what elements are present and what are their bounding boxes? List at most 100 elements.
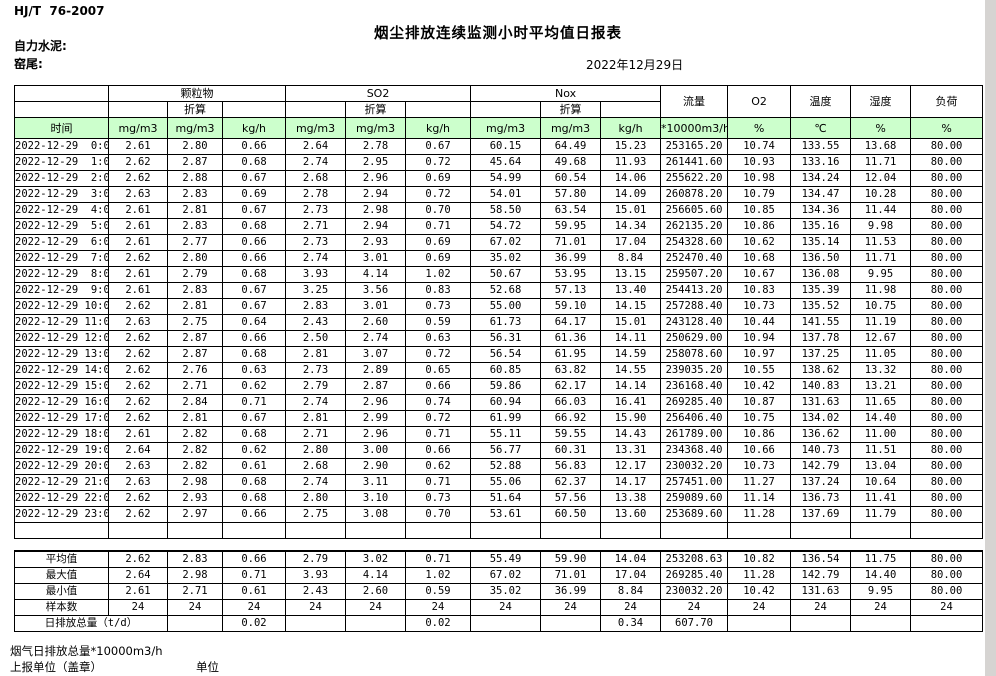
value-cell: 254328.60 [660, 234, 729, 251]
value-cell: 2.78 [345, 138, 407, 155]
value-cell: 15.01 [600, 202, 662, 219]
value-cell: 10.86 [727, 218, 792, 235]
value-cell: 2.93 [167, 490, 223, 507]
value-cell: 10.75 [727, 410, 792, 427]
value-cell: 0.66 [221, 506, 287, 523]
value-cell: 2.61 [108, 234, 168, 251]
value-cell: 61.36 [540, 330, 602, 347]
value-cell: 2.62 [108, 298, 168, 315]
value-cell: 11.71 [850, 154, 912, 171]
value-cell: 80.00 [910, 234, 984, 251]
value-cell: 13.04 [850, 458, 912, 475]
value-cell: 0.68 [221, 218, 287, 235]
empty-cell [167, 522, 223, 539]
value-cell: 8.84 [600, 583, 661, 600]
page-title: 烟尘排放连续监测小时平均值日报表 [374, 26, 622, 42]
value-cell: 0.67 [221, 410, 287, 427]
value-cell: 138.62 [790, 362, 852, 379]
value-cell: 10.55 [727, 362, 792, 379]
value-cell: 11.44 [850, 202, 912, 219]
table-row: 2022-12-29 19:00 2.64 2.82 0.62 2.80 3.00 0.66… [14, 442, 984, 459]
value-cell: 51.64 [470, 490, 542, 507]
value-cell: 2.87 [167, 330, 223, 347]
value-cell: 15.01 [600, 314, 662, 331]
value-cell: 80.00 [910, 362, 984, 379]
value-cell: 13.32 [850, 362, 912, 379]
value-cell: 142.79 [790, 567, 851, 584]
time-cell: 2022-12-29 8:00 [14, 266, 109, 283]
header-blank [405, 101, 472, 118]
value-cell: 24 [470, 599, 541, 616]
value-cell: 2.94 [345, 186, 407, 203]
value-cell: 256605.60 [660, 202, 729, 219]
value-cell: 45.64 [470, 154, 542, 171]
value-cell [850, 615, 911, 632]
header-converted-so2: 折算 [345, 101, 407, 118]
value-cell: 24 [790, 599, 851, 616]
value-cell [910, 615, 983, 632]
value-cell: 2.75 [167, 314, 223, 331]
value-cell: 3.93 [285, 266, 347, 283]
value-cell: 24 [910, 599, 983, 616]
value-cell: 0.63 [221, 362, 287, 379]
value-cell: 2.62 [108, 378, 168, 395]
value-cell: 0.72 [405, 410, 472, 427]
value-cell: 2.73 [285, 202, 347, 219]
header-converted-nox: 折算 [540, 101, 602, 118]
value-cell: 60.85 [470, 362, 542, 379]
value-cell: 136.62 [790, 426, 852, 443]
unit-mgm3: mg/m3 [540, 117, 602, 139]
value-cell: 137.25 [790, 346, 852, 363]
empty-cell [285, 522, 347, 539]
time-cell: 2022-12-29 3:00 [14, 186, 109, 203]
value-cell: 2.82 [167, 458, 223, 475]
value-cell: 2.60 [345, 314, 407, 331]
value-cell: 13.31 [600, 442, 662, 459]
value-cell: 2.82 [167, 426, 223, 443]
unit-percent: % [727, 117, 792, 139]
value-cell: 80.00 [910, 583, 983, 600]
value-cell: 0.66 [221, 330, 287, 347]
time-cell: 2022-12-29 5:00 [14, 218, 109, 235]
value-cell: 14.55 [600, 362, 662, 379]
value-cell: 0.68 [221, 346, 287, 363]
value-cell: 2.61 [108, 282, 168, 299]
value-cell: 58.50 [470, 202, 542, 219]
value-cell: 2.62 [108, 550, 168, 568]
value-cell: 24 [108, 599, 168, 616]
value-cell: 57.56 [540, 490, 602, 507]
empty-cell [910, 522, 984, 539]
value-cell: 2.73 [285, 234, 347, 251]
value-cell: 0.65 [405, 362, 472, 379]
value-cell: 13.40 [600, 282, 662, 299]
value-cell: 12.17 [600, 458, 662, 475]
value-cell: 2.90 [345, 458, 407, 475]
value-cell: 14.15 [600, 298, 662, 315]
value-cell: 71.01 [540, 567, 601, 584]
value-cell: 14.17 [600, 474, 662, 491]
value-cell: 253165.20 [660, 138, 729, 155]
time-cell: 2022-12-29 2:00 [14, 170, 109, 187]
value-cell: 253689.60 [660, 506, 729, 523]
value-cell: 10.75 [850, 298, 912, 315]
value-cell [345, 615, 406, 632]
value-cell: 11.71 [850, 250, 912, 267]
value-cell: 9.95 [850, 583, 911, 600]
value-cell: 0.67 [221, 282, 287, 299]
value-cell: 2.43 [285, 314, 347, 331]
value-cell: 14.11 [600, 330, 662, 347]
value-cell: 135.52 [790, 298, 852, 315]
value-cell: 10.94 [727, 330, 792, 347]
empty-row [14, 522, 984, 539]
value-cell: 137.24 [790, 474, 852, 491]
value-cell [790, 615, 851, 632]
header-temperature: 温度 [790, 85, 852, 118]
header-humidity: 湿度 [850, 85, 912, 118]
time-cell: 2022-12-29 21:00 [14, 474, 109, 491]
value-cell: 136.54 [790, 550, 851, 568]
value-cell: 11.19 [850, 314, 912, 331]
table-row: 2022-12-29 10:00 2.62 2.81 0.67 2.83 3.01 0.73… [14, 298, 984, 315]
value-cell: 24 [167, 599, 223, 616]
empty-cell [727, 522, 792, 539]
value-cell: 10.66 [727, 442, 792, 459]
